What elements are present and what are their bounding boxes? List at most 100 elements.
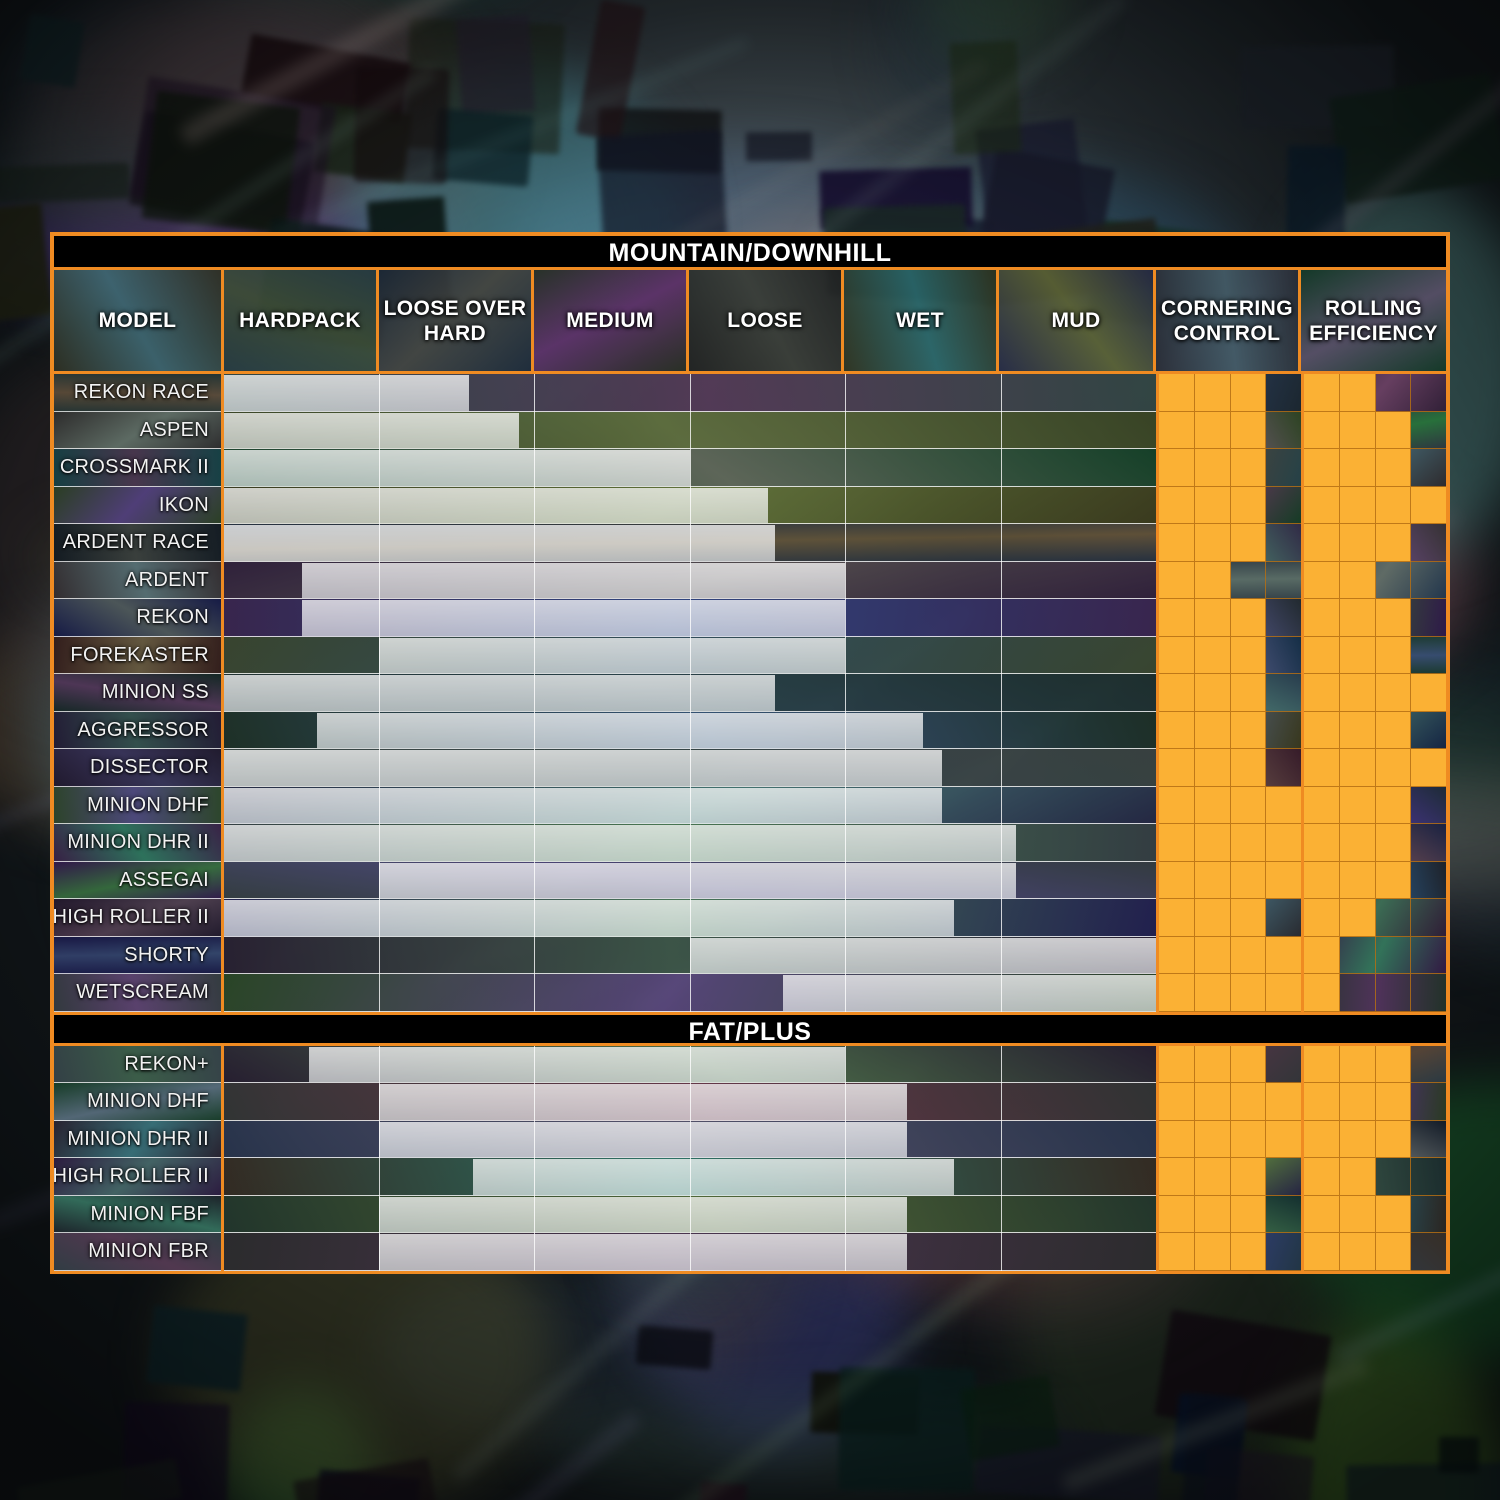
terrain-grid-line <box>380 824 535 862</box>
rating-box-filled <box>1304 899 1340 937</box>
rating-box-empty <box>1230 561 1267 599</box>
table-row[interactable]: IKON <box>54 486 1446 524</box>
cornering-control-rating <box>1156 1083 1301 1121</box>
row-divider <box>224 1157 1156 1158</box>
row-divider <box>224 1082 1156 1083</box>
terrain-bar <box>690 937 1156 973</box>
table-row[interactable]: FOREKASTER <box>54 636 1446 674</box>
row-divider <box>54 935 221 937</box>
table-row[interactable]: ASSEGAI <box>54 861 1446 899</box>
terrain-grid-line <box>846 1083 1002 1121</box>
row-divider <box>54 410 221 412</box>
rating-box-filled <box>1304 974 1340 1012</box>
rating-box-filled <box>1375 599 1412 637</box>
model-name: MINION DHR II <box>67 831 209 854</box>
table-row[interactable]: REKON RACE <box>54 374 1446 412</box>
column-header-loose: LOOSE <box>689 270 844 371</box>
rating-box-empty <box>1266 712 1301 749</box>
table-row[interactable]: MINION FBF <box>54 1195 1446 1233</box>
rating-box-empty <box>1266 562 1301 599</box>
terrain-grid <box>224 1120 1156 1158</box>
row-divider <box>224 860 1156 862</box>
terrain-grid-line <box>224 861 380 899</box>
rating-box-filled <box>1375 1045 1412 1083</box>
terrain-grid-line <box>380 1045 535 1083</box>
table-row[interactable]: MINION DHR II <box>54 824 1446 862</box>
cell-photo <box>54 674 221 712</box>
terrain-grid-line <box>535 411 691 449</box>
model-name: MINION DHF <box>87 1090 209 1113</box>
table-row[interactable]: HIGH ROLLER II <box>54 899 1446 937</box>
table-row[interactable]: CROSSMARK II <box>54 449 1446 487</box>
column-header-hardpack: HARDPACK <box>224 270 379 371</box>
cell-photo <box>54 636 221 674</box>
rating-box-filled <box>1266 936 1301 974</box>
table-row[interactable]: DISSECTOR <box>54 749 1446 787</box>
table-row[interactable]: ARDENT RACE <box>54 524 1446 562</box>
row-divider <box>224 1269 1156 1271</box>
table-row[interactable]: MINION DHF <box>54 1083 1446 1121</box>
rating-box-filled <box>1304 824 1340 862</box>
model-name-cell: MINION SS <box>54 674 224 712</box>
terrain-bar <box>301 562 846 598</box>
rating-box-filled <box>1230 674 1267 712</box>
terrain-grid-line <box>535 1083 691 1121</box>
terrain-grid-line <box>380 861 535 899</box>
rating-box-filled <box>1159 936 1195 974</box>
rating-box-empty <box>1375 374 1412 412</box>
terrain-grid-line <box>224 899 380 937</box>
rating-box-filled <box>1266 1120 1301 1158</box>
model-name-cell: ARDENT <box>54 561 224 599</box>
rolling-efficiency-rating <box>1301 1233 1446 1271</box>
terrain-grid-line <box>846 786 1002 824</box>
row-divider <box>224 673 1156 674</box>
header-photo <box>54 270 221 371</box>
terrain-bar <box>224 787 942 823</box>
rating-box-filled <box>1304 561 1340 599</box>
rolling-efficiency-rating <box>1301 561 1446 599</box>
rating-box-empty <box>1411 899 1446 937</box>
terrain-grid <box>224 861 1156 899</box>
rating-box-filled <box>1230 711 1267 749</box>
rating-box-filled <box>1375 1233 1412 1271</box>
table-row[interactable]: WETSCREAM <box>54 974 1446 1012</box>
terrain-grid-line <box>535 561 691 599</box>
row-divider <box>224 973 1156 974</box>
rating-box-filled <box>1159 1233 1195 1271</box>
table-row[interactable]: ASPEN <box>54 411 1446 449</box>
rolling-efficiency-rating <box>1301 1083 1446 1121</box>
terrain-range-cell <box>224 1158 1156 1196</box>
table-row[interactable]: ARDENT <box>54 561 1446 599</box>
rating-box-filled <box>1194 824 1231 862</box>
table-row[interactable]: REKON <box>54 599 1446 637</box>
model-name: REKON+ <box>124 1052 209 1075</box>
table-row[interactable]: AGGRESSOR <box>54 711 1446 749</box>
rolling-efficiency-rating <box>1301 599 1446 637</box>
column-header-loose-over-hard: LOOSE OVER HARD <box>379 270 534 371</box>
terrain-grid-line <box>224 411 380 449</box>
table-row[interactable]: REKON+ <box>54 1045 1446 1083</box>
rating-box-filled <box>1194 374 1231 412</box>
rating-box-filled <box>1339 1083 1376 1121</box>
terrain-grid-line <box>535 524 691 562</box>
table-row[interactable]: MINION SS <box>54 674 1446 712</box>
terrain-grid-line <box>535 974 691 1012</box>
table-row[interactable]: MINION DHF <box>54 786 1446 824</box>
row-divider <box>224 448 1156 449</box>
rating-box-filled <box>1159 411 1195 449</box>
rating-box-filled <box>1375 1083 1412 1121</box>
row-divider <box>224 935 1156 937</box>
rating-box-filled <box>1159 636 1195 674</box>
terrain-grid-line <box>224 711 380 749</box>
table-row[interactable]: MINION FBR <box>54 1233 1446 1271</box>
table-row[interactable]: SHORTY <box>54 936 1446 974</box>
terrain-bar <box>472 1159 955 1195</box>
table-row[interactable]: MINION DHR II <box>54 1120 1446 1158</box>
rating-box-filled <box>1194 974 1231 1012</box>
tire-selector-chart: MOUNTAIN/DOWNHILL MODEL HARDPACK LOOSE O… <box>50 232 1450 1274</box>
table-row[interactable]: HIGH ROLLER II <box>54 1158 1446 1196</box>
model-name-cell: AGGRESSOR <box>54 711 224 749</box>
terrain-grid-line <box>535 1045 691 1083</box>
cell-photo <box>54 1120 221 1158</box>
terrain-grid-line <box>691 524 846 562</box>
